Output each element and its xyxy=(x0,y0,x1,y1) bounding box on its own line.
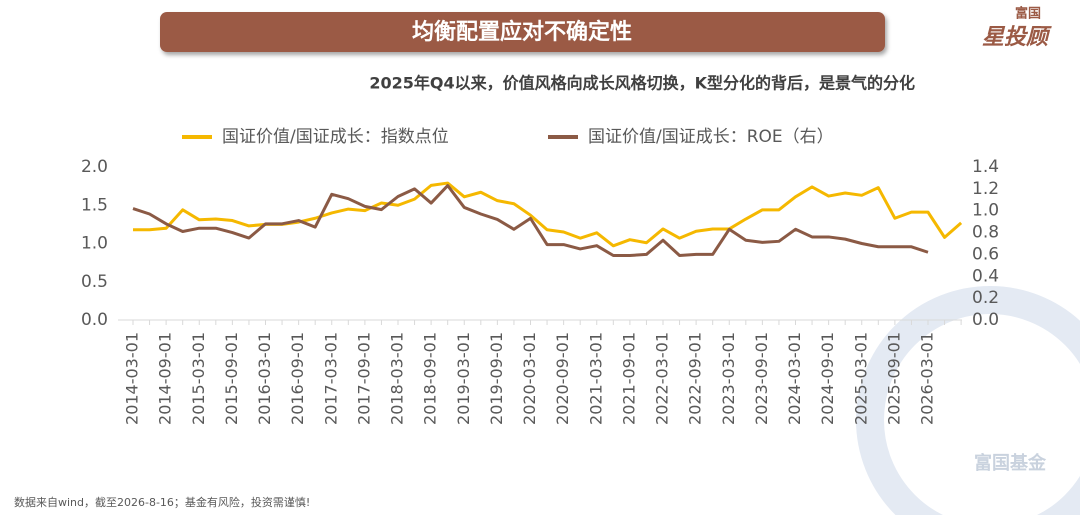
y-tick-label: 1.0 xyxy=(81,234,108,254)
x-tick-label: 2015-09-01 xyxy=(222,332,241,425)
watermark-ring xyxy=(856,286,1080,515)
x-tick-label: 2026-03-01 xyxy=(918,332,937,425)
x-tick-label: 2021-09-01 xyxy=(619,332,638,425)
y-tick-label: 0.5 xyxy=(81,272,108,292)
logo-main: 星投顾 xyxy=(982,25,1052,50)
logo-top: 富国 xyxy=(1015,6,1041,22)
x-tick-label: 2024-03-01 xyxy=(785,332,804,425)
legend-label: 国证价值/国证成长：指数点位 xyxy=(222,127,449,147)
banner xyxy=(160,12,885,52)
series-line xyxy=(132,184,929,258)
x-tick-label: 2019-03-01 xyxy=(454,332,473,425)
x-tick-label: 2023-03-01 xyxy=(719,332,738,425)
y2-tick-label: 0.2 xyxy=(972,288,999,308)
series-line xyxy=(133,181,963,248)
y2-tick-label: 1.0 xyxy=(972,201,999,221)
y2-tick-label: 0.8 xyxy=(972,223,999,243)
x-tick-label: 2024-09-01 xyxy=(818,332,837,425)
y2-tick-label: 0.4 xyxy=(972,266,999,286)
footnote: 数据来自wind，截至2026-8-16；基金有风险，投资需谨慎! xyxy=(14,495,310,509)
x-tick-label: 2023-09-01 xyxy=(752,332,771,425)
x-tick-label: 2020-09-01 xyxy=(553,332,572,425)
legend-label: 国证价值/国证成长：ROE（右） xyxy=(588,127,834,147)
y-tick-label: 1.5 xyxy=(81,195,108,215)
x-tick-label: 2022-03-01 xyxy=(653,332,672,425)
x-tick-label: 2016-09-01 xyxy=(288,332,307,425)
x-tick-label: 2020-03-01 xyxy=(520,332,539,425)
x-tick-label: 2018-03-01 xyxy=(388,332,407,425)
y2-tick-label: 1.2 xyxy=(972,179,999,199)
y2-tick-label: 0.0 xyxy=(972,310,999,330)
watermark: 富国基金 xyxy=(974,452,1047,474)
x-tick-label: 2017-03-01 xyxy=(321,332,340,425)
x-tick-label: 2017-09-01 xyxy=(354,332,373,425)
chart-subtitle: 2025年Q4以来，价值风格向成长风格切换，K型分化的背后，是景气的分化 xyxy=(369,74,915,93)
y2-tick-label: 0.6 xyxy=(972,244,999,264)
y-tick-label: 2.0 xyxy=(81,157,108,177)
banner-title: 均衡配置应对不确定性 xyxy=(412,19,632,45)
y2-tick-label: 1.4 xyxy=(972,157,999,177)
x-tick-label: 2022-09-01 xyxy=(686,332,705,425)
y-tick-label: 0.0 xyxy=(81,310,108,330)
x-tick-label: 2014-03-01 xyxy=(123,332,142,425)
x-tick-label: 2014-09-01 xyxy=(156,332,175,425)
x-tick-label: 2016-03-01 xyxy=(255,332,274,425)
x-tick-label: 2019-09-01 xyxy=(487,332,506,425)
x-tick-label: 2018-09-01 xyxy=(421,332,440,425)
x-tick-label: 2021-03-01 xyxy=(586,332,605,425)
x-tick-label: 2015-03-01 xyxy=(189,332,208,425)
x-tick-label: 2025-09-01 xyxy=(884,332,903,425)
x-tick-label: 2025-03-01 xyxy=(851,332,870,425)
